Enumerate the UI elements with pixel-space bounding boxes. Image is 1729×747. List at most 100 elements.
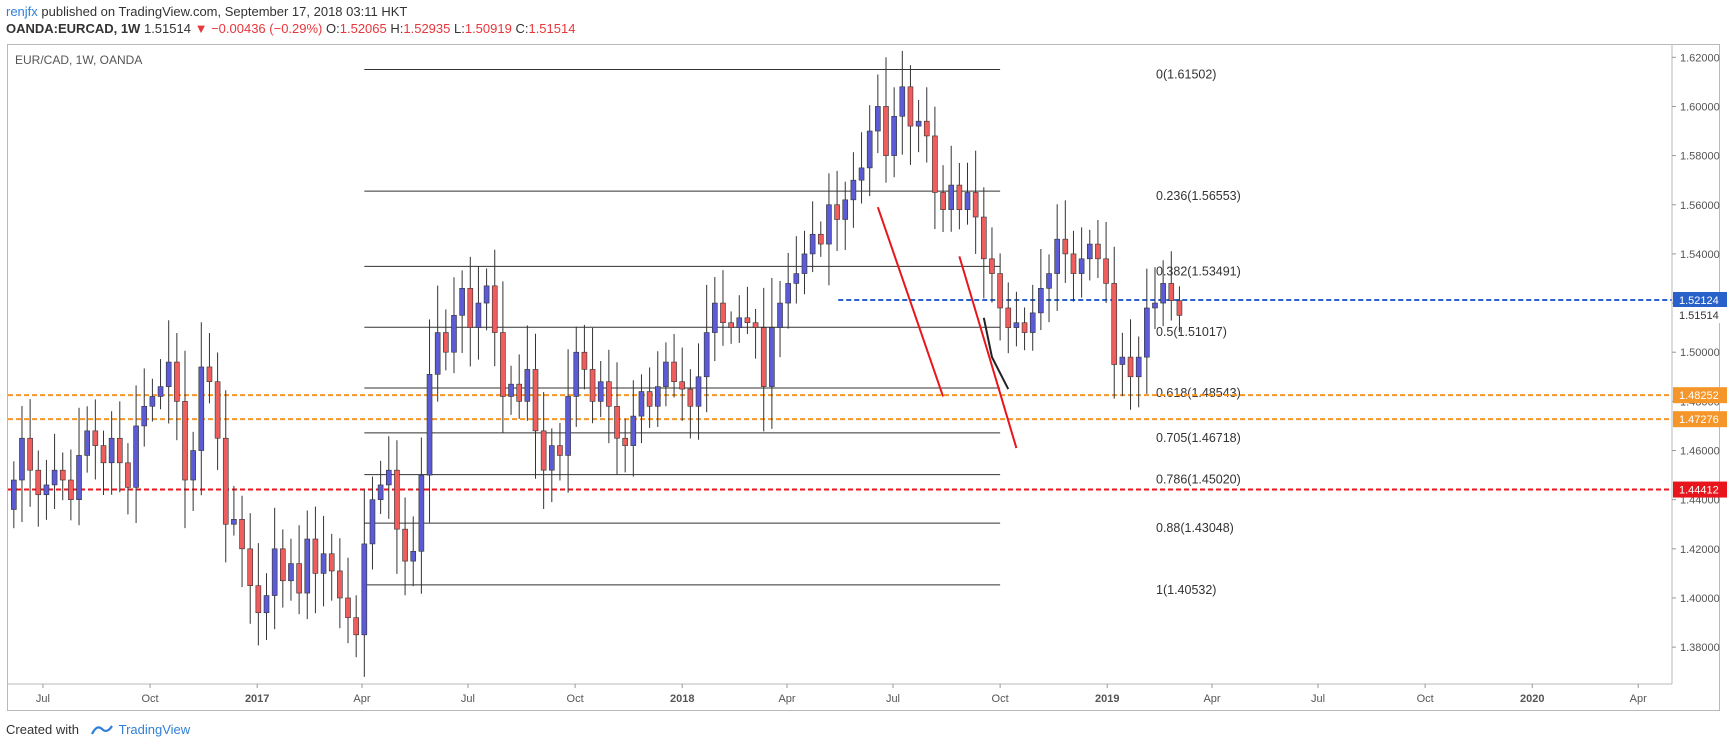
candle-body[interactable] — [524, 369, 531, 402]
candle-body[interactable] — [125, 462, 131, 488]
candle-body[interactable] — [92, 430, 99, 446]
candle-body[interactable] — [345, 597, 351, 618]
candle-body[interactable] — [1160, 283, 1166, 304]
candle-body[interactable] — [174, 361, 180, 402]
candle-body[interactable] — [508, 383, 514, 397]
candle-body[interactable] — [948, 184, 955, 210]
candle-body[interactable] — [875, 106, 881, 132]
candle-body[interactable] — [1013, 322, 1020, 328]
candle-body[interactable] — [557, 445, 563, 456]
candle-body[interactable] — [1111, 283, 1118, 365]
candle-body[interactable] — [434, 332, 441, 375]
candle-body[interactable] — [100, 445, 107, 464]
candle-body[interactable] — [84, 430, 90, 456]
candle-body[interactable] — [214, 381, 221, 439]
candle-body[interactable] — [606, 381, 612, 407]
tradingview-link[interactable]: TradingView — [118, 722, 191, 737]
candle-body[interactable] — [328, 553, 335, 572]
candle-body[interactable] — [899, 86, 906, 117]
candle-body[interactable] — [842, 199, 849, 220]
candle-body[interactable] — [565, 396, 571, 456]
candle-body[interactable] — [1103, 258, 1109, 284]
trend-line[interactable] — [958, 256, 1018, 449]
candle-body[interactable] — [157, 386, 164, 397]
candle-body[interactable] — [907, 86, 914, 127]
candle-body[interactable] — [972, 192, 979, 218]
candle-body[interactable] — [1054, 238, 1060, 274]
candle-body[interactable] — [785, 283, 791, 304]
candle-body[interactable] — [516, 383, 522, 402]
candle-body[interactable] — [1062, 238, 1069, 255]
author-link[interactable]: renjfx — [6, 4, 38, 19]
candle-body[interactable] — [671, 361, 677, 383]
candle-body[interactable] — [1144, 307, 1150, 358]
candle-body[interactable] — [1095, 243, 1101, 260]
candle-body[interactable] — [296, 563, 302, 594]
candle-body[interactable] — [116, 437, 123, 464]
candle-body[interactable] — [695, 376, 702, 407]
candle-body[interactable] — [622, 437, 628, 446]
candle-body[interactable] — [491, 285, 498, 333]
candle-body[interactable] — [443, 332, 449, 353]
candle-body[interactable] — [320, 553, 327, 574]
candle-body[interactable] — [752, 322, 759, 328]
candle-body[interactable] — [1070, 253, 1077, 274]
candle-body[interactable] — [231, 519, 237, 525]
candle-body[interactable] — [581, 351, 588, 370]
candle-body[interactable] — [353, 617, 359, 636]
candle-body[interactable] — [769, 327, 775, 387]
candle-body[interactable] — [866, 130, 873, 169]
candle-body[interactable] — [133, 425, 139, 488]
candle-body[interactable] — [915, 120, 922, 127]
candle-body[interactable] — [1046, 273, 1052, 289]
candle-body[interactable] — [597, 381, 604, 402]
candle-body[interactable] — [108, 437, 115, 464]
candle-body[interactable] — [573, 351, 580, 397]
candle-body[interactable] — [418, 474, 425, 552]
candle-body[interactable] — [589, 369, 596, 402]
candle-body[interactable] — [981, 216, 987, 260]
candle-body[interactable] — [777, 302, 783, 328]
candle-body[interactable] — [198, 366, 205, 451]
trend-line[interactable] — [982, 317, 1010, 390]
candle-body[interactable] — [467, 288, 474, 328]
candle-body[interactable] — [377, 484, 384, 500]
candle-body[interactable] — [834, 204, 840, 220]
candle-body[interactable] — [312, 538, 319, 574]
candle-body[interactable] — [11, 479, 17, 510]
candle-body[interactable] — [940, 192, 946, 210]
candle-body[interactable] — [426, 374, 433, 476]
candle-body[interactable] — [483, 285, 490, 304]
candle-body[interactable] — [475, 302, 482, 328]
candle-body[interactable] — [646, 391, 653, 407]
candle-body[interactable] — [679, 381, 686, 390]
candle-body[interactable] — [1152, 302, 1158, 309]
candle-body[interactable] — [858, 167, 865, 181]
candle-body[interactable] — [255, 585, 262, 614]
candle-body[interactable] — [68, 479, 74, 500]
candle-body[interactable] — [548, 445, 555, 471]
candle-body[interactable] — [997, 273, 1003, 309]
candle-body[interactable] — [687, 388, 694, 407]
candle-body[interactable] — [1038, 288, 1044, 314]
candle-body[interactable] — [614, 405, 620, 439]
candle-body[interactable] — [703, 332, 710, 378]
candle-body[interactable] — [59, 469, 66, 481]
candle-body[interactable] — [369, 499, 376, 545]
candle-body[interactable] — [989, 258, 995, 274]
candle-body[interactable] — [956, 184, 963, 210]
candle-body[interactable] — [720, 302, 726, 324]
candle-body[interactable] — [385, 469, 392, 486]
candle-body[interactable] — [43, 484, 50, 496]
candle-body[interactable] — [361, 543, 368, 636]
candle-body[interactable] — [891, 115, 897, 156]
candle-body[interactable] — [712, 302, 718, 333]
candle-body[interactable] — [35, 469, 42, 496]
candle-body[interactable] — [1078, 258, 1085, 274]
candle-body[interactable] — [1005, 307, 1012, 328]
candle-body[interactable] — [1127, 356, 1134, 378]
candle-body[interactable] — [923, 120, 930, 137]
candle-body[interactable] — [149, 396, 156, 407]
candle-body[interactable] — [263, 595, 270, 614]
